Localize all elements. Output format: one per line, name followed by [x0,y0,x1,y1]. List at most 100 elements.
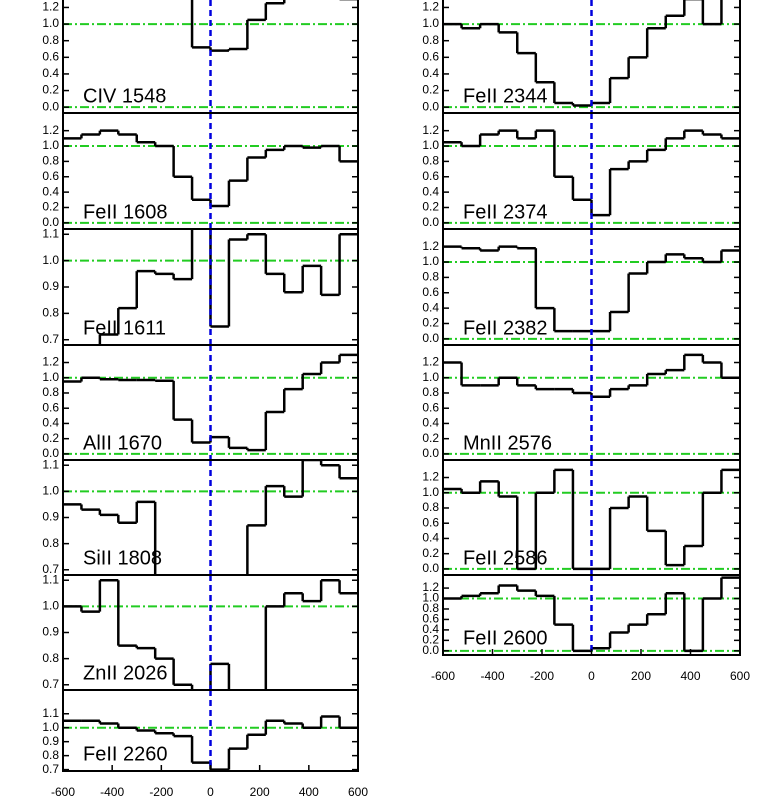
y-tick-label: 0.6 [422,285,439,299]
y-tick-label: 0.9 [42,510,59,524]
line-label: MnII 2576 [463,432,552,454]
y-tick-label: 1.1 [42,572,59,586]
y-tick-label: 0.2 [422,431,439,445]
y-tick-label: 1.0 [42,138,59,152]
y-tick-label: 0.0 [42,215,59,229]
y-tick-label: 1.0 [422,591,439,605]
x-tick-label: -600 [431,669,455,683]
line-label: FeII 2260 [83,743,168,765]
line-label: ZnII 2026 [83,662,168,684]
y-tick-label: 1.1 [42,457,59,471]
y-tick-label: 1.1 [42,706,59,720]
y-tick-label: 0.8 [42,385,59,399]
x-tick-label: 0 [207,785,214,799]
x-tick-label: -200 [149,785,173,799]
y-tick-label: 0.7 [42,332,59,346]
y-tick-label: 0.2 [422,316,439,330]
y-tick-label: 0.7 [42,762,59,776]
y-tick-label: 0.2 [42,200,59,214]
x-tick-label: 600 [348,785,368,799]
y-tick-label: 0.4 [422,416,439,430]
line-label: AlII 1670 [83,432,162,454]
y-tick-label: 0.6 [422,612,439,626]
x-tick-label: 200 [631,669,651,683]
line-label: FeII 2600 [463,627,548,649]
y-tick-label: 0.2 [422,200,439,214]
y-tick-label: 0.8 [42,306,59,320]
y-tick-label: 0.4 [422,300,439,314]
panel [63,690,358,771]
y-tick-label: 0.2 [422,633,439,647]
y-tick-label: 0.4 [422,531,439,545]
y-tick-label: 1.1 [42,226,59,240]
line-label: SiII 1808 [83,547,162,569]
panel [443,0,740,113]
line-label: FeII 2382 [463,317,548,339]
y-tick-label: 0.9 [42,625,59,639]
panel [443,345,740,460]
y-tick-label: 1.0 [42,484,59,498]
y-tick-label: 0.4 [422,622,439,636]
y-tick-label: 0.8 [422,500,439,514]
y-tick-label: 0.9 [42,734,59,748]
y-tick-label: 1.2 [42,355,59,369]
y-tick-label: 0.7 [42,677,59,691]
y-tick-label: 1.0 [422,370,439,384]
x-tick-label: -600 [51,785,75,799]
y-tick-label: 0.8 [42,154,59,168]
y-tick-label: 0.2 [422,546,439,560]
y-tick-label: 0.6 [422,515,439,529]
y-tick-label: 0.6 [42,49,59,63]
y-tick-label: 1.0 [42,253,59,267]
y-tick-label: 0.6 [42,400,59,414]
y-tick-label: 0.4 [42,184,59,198]
y-tick-label: 0.8 [422,601,439,615]
y-tick-label: 0.0 [422,215,439,229]
panel [443,113,740,229]
y-tick-label: 0.0 [422,446,439,460]
y-tick-label: 0.8 [422,270,439,284]
line-label: FeII 1611 [83,317,166,339]
line-label: FeII 2344 [463,85,548,107]
line-label: FeII 2586 [463,547,548,569]
y-tick-label: 0.4 [422,184,439,198]
y-tick-label: 0.0 [422,99,439,113]
y-tick-label: 0.8 [422,154,439,168]
y-tick-label: 0.8 [42,748,59,762]
y-tick-label: 0.0 [422,331,439,345]
panel [443,460,740,575]
y-tick-label: 1.0 [42,720,59,734]
x-tick-label: 200 [250,785,270,799]
y-tick-label: 1.0 [422,485,439,499]
y-tick-label: 1.2 [422,0,439,14]
y-tick-label: 0.6 [422,400,439,414]
line-label: FeII 2374 [463,201,548,223]
y-tick-label: 0.2 [42,83,59,97]
panel [443,229,740,345]
y-tick-label: 1.0 [42,599,59,613]
y-tick-label: 0.4 [42,66,59,80]
y-tick-label: 0.4 [422,66,439,80]
y-tick-label: 0.8 [42,651,59,665]
y-tick-label: 1.0 [42,16,59,30]
x-tick-label: 0 [588,669,595,683]
y-tick-label: 1.2 [422,580,439,594]
y-tick-label: 1.2 [422,355,439,369]
y-tick-label: 1.2 [42,0,59,14]
x-tick-label: -200 [530,669,554,683]
panel [63,345,358,460]
y-tick-label: 0.2 [422,83,439,97]
y-tick-label: 1.2 [422,470,439,484]
x-tick-label: 400 [299,785,319,799]
panel [63,0,358,113]
x-tick-label: -400 [100,785,124,799]
y-tick-label: 1.2 [422,239,439,253]
y-tick-label: 0.8 [422,33,439,47]
line-label: FeII 1608 [83,201,168,223]
y-tick-label: 0.9 [42,279,59,293]
panel [63,229,358,345]
y-tick-label: 1.2 [42,123,59,137]
y-tick-label: 0.6 [422,169,439,183]
y-tick-label: 1.2 [422,123,439,137]
